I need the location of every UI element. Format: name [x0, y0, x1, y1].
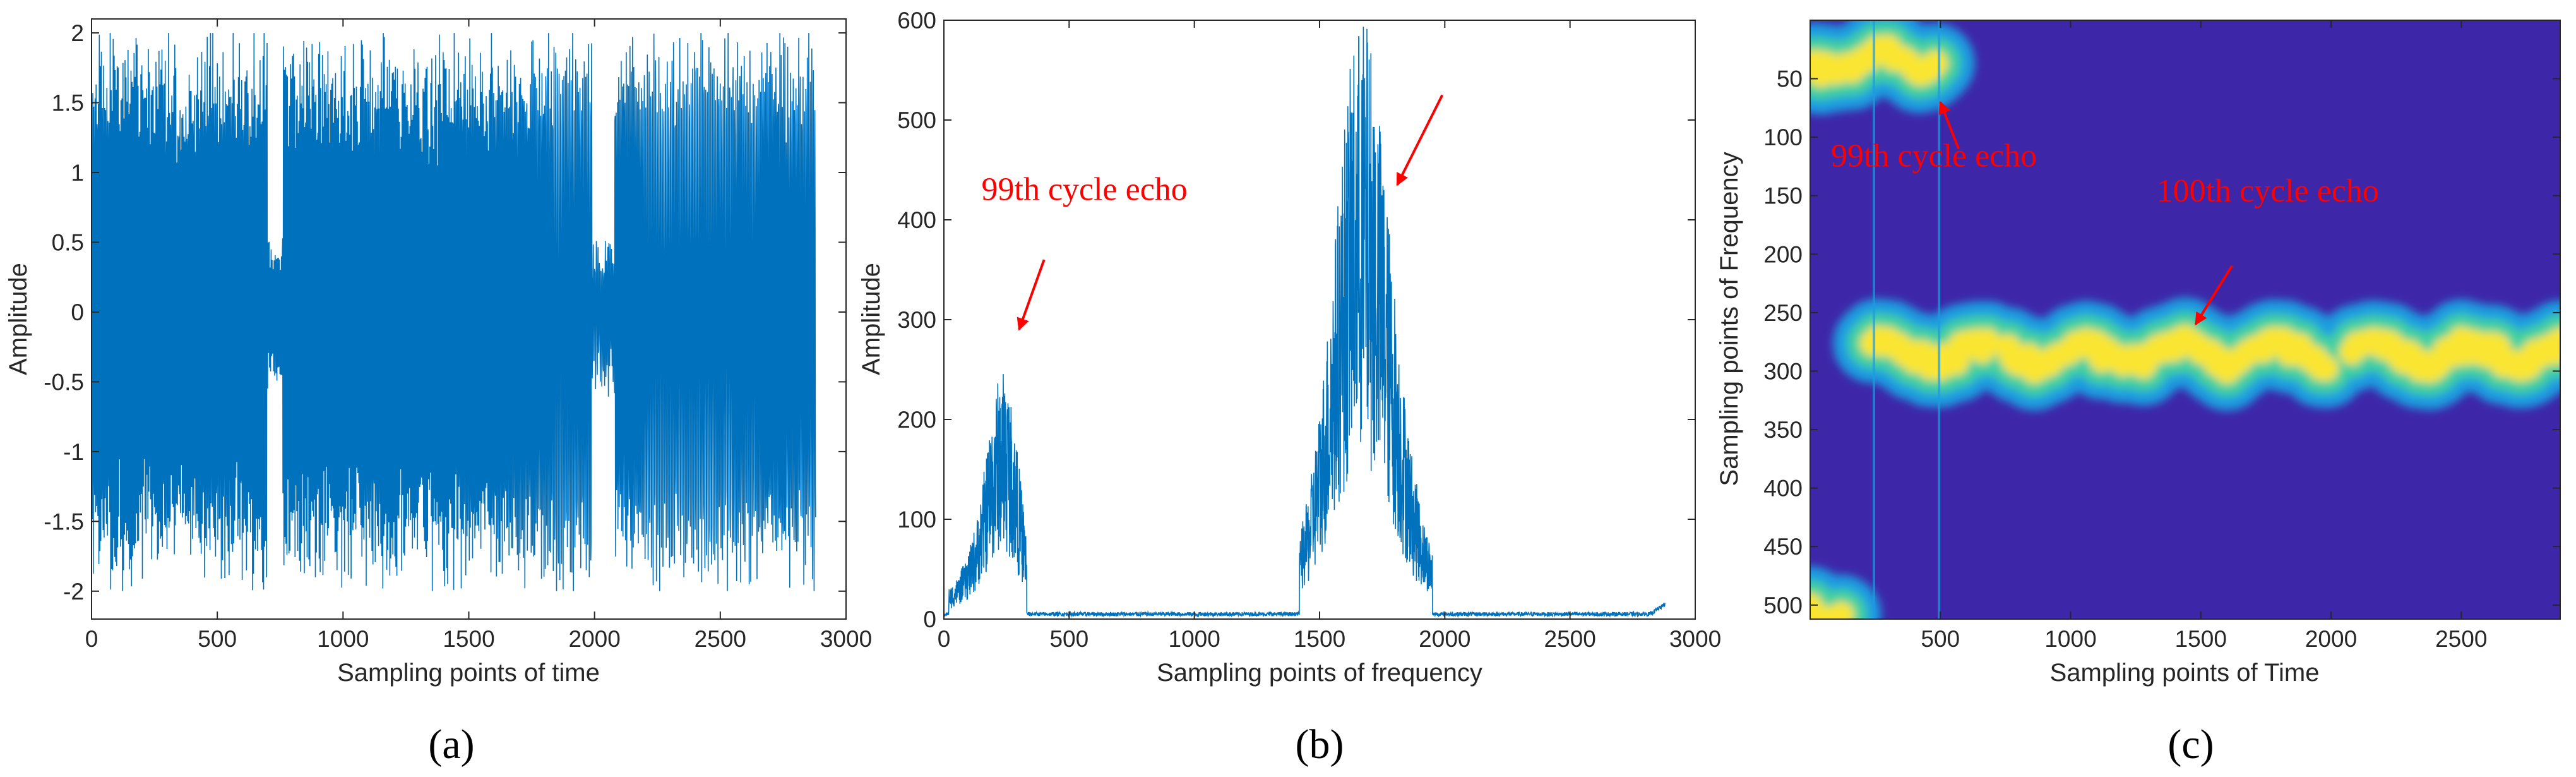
y-tick-label-b: 600 [897, 8, 936, 33]
annotation-arrow-b [1396, 94, 1444, 186]
y-tick-label-c: 300 [1763, 358, 1803, 384]
y-tick-label-b: 400 [897, 207, 936, 233]
y-axis-label-c: Sampling points of Frequency [1715, 152, 1743, 486]
x-tick-label-a: 1500 [443, 626, 494, 652]
y-tick-label-c: 350 [1763, 417, 1803, 443]
x-tick-label-c: 1500 [2175, 626, 2227, 652]
y-tick-label-a: 0.5 [52, 229, 84, 255]
x-tick-label-c: 2500 [2435, 626, 2487, 652]
y-tick-label-a: 0 [71, 299, 84, 325]
x-tick-label-a: 2500 [695, 626, 746, 652]
x-axis-label-c: Sampling points of Time [2050, 659, 2320, 687]
y-ticks-c: 50 100 150 200 250 300 350 400 450 500 [1763, 66, 2560, 618]
annotation-text-c: 99th cycle echo [1831, 138, 2037, 174]
y-tick-label-a: -2 [63, 579, 84, 605]
y-tick-label-c: 400 [1763, 476, 1803, 502]
x-ticks-a: 0 500 1000 1500 2000 2500 3000 [85, 19, 872, 652]
annotation-text-c: 100th cycle echo [2157, 173, 2379, 209]
x-axis-label-a: Sampling points of time [337, 659, 600, 687]
axes-box-b [943, 20, 1696, 620]
x-tick-label-b: 1500 [1294, 626, 1345, 652]
y-ticks-a: -2 -1.5 -1 -0.5 0 0.5 1 1.5 2 [44, 20, 846, 605]
annotation-arrow-c [1938, 100, 1960, 150]
axes-box-c [1810, 20, 2561, 620]
x-axis-label-b: Sampling points of frequency [1157, 659, 1482, 687]
x-tick-label-c: 500 [1921, 626, 1960, 652]
y-tick-label-c: 250 [1763, 300, 1803, 326]
x-tick-label-a: 0 [85, 626, 98, 652]
panel-c: 500 1000 1500 2000 2500 50 100 150 200 250 300 350… [1715, 20, 2561, 768]
y-tick-label-a: 1 [71, 160, 84, 186]
heatmap-band-1 [1859, 324, 2560, 384]
x-tick-label-a: 500 [198, 626, 237, 652]
y-tick-label-b: 100 [897, 507, 936, 533]
x-tick-label-c: 2000 [2305, 626, 2357, 652]
annotation-arrow-b [1017, 259, 1046, 331]
signal-series-line [92, 33, 816, 591]
caption-b: (b) [1296, 721, 1344, 768]
x-ticks-c: 500 1000 1500 2000 2500 [1921, 20, 2487, 652]
y-tick-label-a: -1.5 [44, 509, 84, 534]
x-tick-label-b: 500 [1049, 626, 1088, 652]
y-tick-label-a: 1.5 [52, 90, 84, 116]
y-tick-label-b: 500 [897, 107, 936, 133]
x-tick-label-b: 0 [938, 626, 951, 652]
y-tick-label-c: 200 [1763, 241, 1803, 267]
x-tick-label-b: 2000 [1419, 626, 1470, 652]
heatmap-area-c [1810, 20, 2560, 619]
heatmap-band-0 [1810, 34, 1948, 88]
annotation-text-b: 99th cycle echo [982, 171, 1188, 207]
heatmap-bands [1810, 20, 2560, 619]
x-tick-label-b: 1000 [1169, 626, 1220, 652]
x-tick-label-a: 2000 [569, 626, 621, 652]
y-tick-label-a: 2 [71, 20, 84, 46]
caption-a: (a) [428, 721, 474, 768]
y-tick-label-c: 50 [1777, 66, 1803, 92]
annotations-c: 99th cycle echo 100th cycle echo [1831, 100, 2379, 326]
plot-area-a [92, 33, 816, 591]
caption-c: (c) [2168, 721, 2214, 768]
y-ticks-b: 0 100 200 300 400 500 600 [897, 8, 1695, 632]
heatmap-band-2 [1810, 593, 1854, 619]
y-axis-label-a: Amplitude [4, 263, 32, 375]
x-ticks-b: 0 500 1000 1500 2000 2500 3000 [938, 20, 1721, 652]
plot-area-b [944, 27, 1666, 618]
x-tick-label-b: 3000 [1669, 626, 1721, 652]
x-tick-label-b: 2500 [1544, 626, 1596, 652]
x-tick-label-a: 1000 [317, 626, 369, 652]
y-tick-label-b: 0 [923, 606, 936, 632]
x-tick-label-c: 1000 [2044, 626, 2096, 652]
x-tick-label-a: 3000 [820, 626, 872, 652]
annotation-arrow-c [2194, 265, 2233, 326]
panel-a: 0 500 1000 1500 2000 2500 3000 -2 -1.5 -1 -0.5 0 0.… [4, 18, 872, 768]
y-tick-label-c: 150 [1763, 183, 1803, 209]
y-tick-label-b: 200 [897, 407, 936, 433]
y-tick-label-c: 500 [1763, 593, 1803, 618]
panel-b: 0 500 1000 1500 2000 2500 3000 0 100 200 300 400 50… [857, 8, 1721, 768]
y-tick-label-c: 100 [1763, 124, 1803, 150]
y-tick-label-a: -1 [63, 439, 84, 465]
spectrum-series-line [944, 27, 1666, 618]
y-tick-label-a: -0.5 [44, 369, 84, 395]
y-tick-label-b: 300 [897, 307, 936, 333]
y-tick-label-c: 450 [1763, 534, 1803, 560]
y-axis-label-b: Amplitude [857, 263, 885, 375]
